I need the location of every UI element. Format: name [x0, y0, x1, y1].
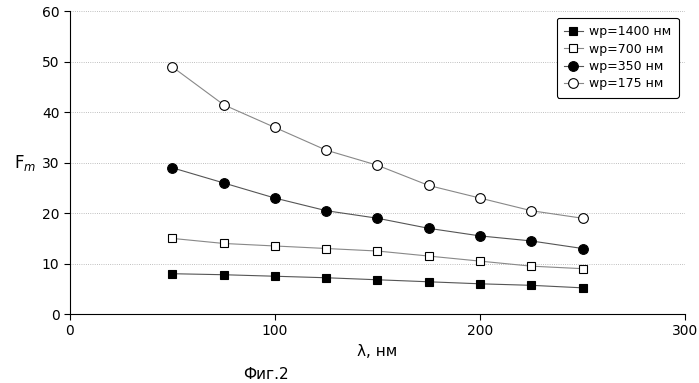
wp=700 нм — [578, 267, 586, 271]
wp=700 нм — [271, 244, 279, 248]
wp=1400 нм — [322, 275, 331, 280]
wp=1400 нм — [271, 274, 279, 278]
wp=700 нм — [168, 236, 177, 241]
wp=700 нм — [219, 241, 228, 246]
wp=1400 нм — [476, 282, 484, 286]
wp=350 нм — [219, 181, 228, 185]
wp=175 нм — [168, 65, 177, 69]
wp=350 нм — [476, 234, 484, 238]
wp=175 нм — [219, 103, 228, 107]
wp=700 нм — [373, 249, 382, 253]
wp=350 нм — [578, 246, 586, 251]
Line: wp=1400 нм: wp=1400 нм — [168, 270, 586, 292]
wp=175 нм — [373, 163, 382, 168]
wp=175 нм — [322, 148, 331, 152]
wp=700 нм — [322, 246, 331, 251]
Legend: wp=1400 нм, wp=700 нм, wp=350 нм, wp=175 нм: wp=1400 нм, wp=700 нм, wp=350 нм, wp=175… — [556, 18, 679, 98]
wp=1400 нм — [373, 277, 382, 282]
wp=350 нм — [322, 208, 331, 213]
wp=350 нм — [271, 196, 279, 200]
wp=1400 нм — [578, 286, 586, 290]
wp=175 нм — [476, 196, 484, 200]
wp=350 нм — [373, 216, 382, 221]
wp=1400 нм — [168, 272, 177, 276]
wp=175 нм — [424, 183, 433, 188]
wp=700 нм — [424, 254, 433, 259]
wp=1400 нм — [424, 280, 433, 284]
wp=350 нм — [168, 165, 177, 170]
wp=1400 нм — [527, 283, 535, 288]
wp=175 нм — [271, 125, 279, 130]
Text: Фиг.2: Фиг.2 — [243, 367, 289, 382]
wp=350 нм — [424, 226, 433, 231]
X-axis label: λ, нм: λ, нм — [357, 344, 398, 359]
wp=175 нм — [578, 216, 586, 221]
wp=350 нм — [527, 239, 535, 243]
wp=175 нм — [527, 208, 535, 213]
Line: wp=350 нм: wp=350 нм — [168, 163, 587, 254]
Line: wp=175 нм: wp=175 нм — [168, 62, 587, 223]
wp=1400 нм — [219, 272, 228, 277]
Y-axis label: F$_m$: F$_m$ — [14, 153, 36, 173]
wp=700 нм — [476, 259, 484, 264]
Line: wp=700 нм: wp=700 нм — [168, 234, 586, 273]
wp=700 нм — [527, 264, 535, 268]
